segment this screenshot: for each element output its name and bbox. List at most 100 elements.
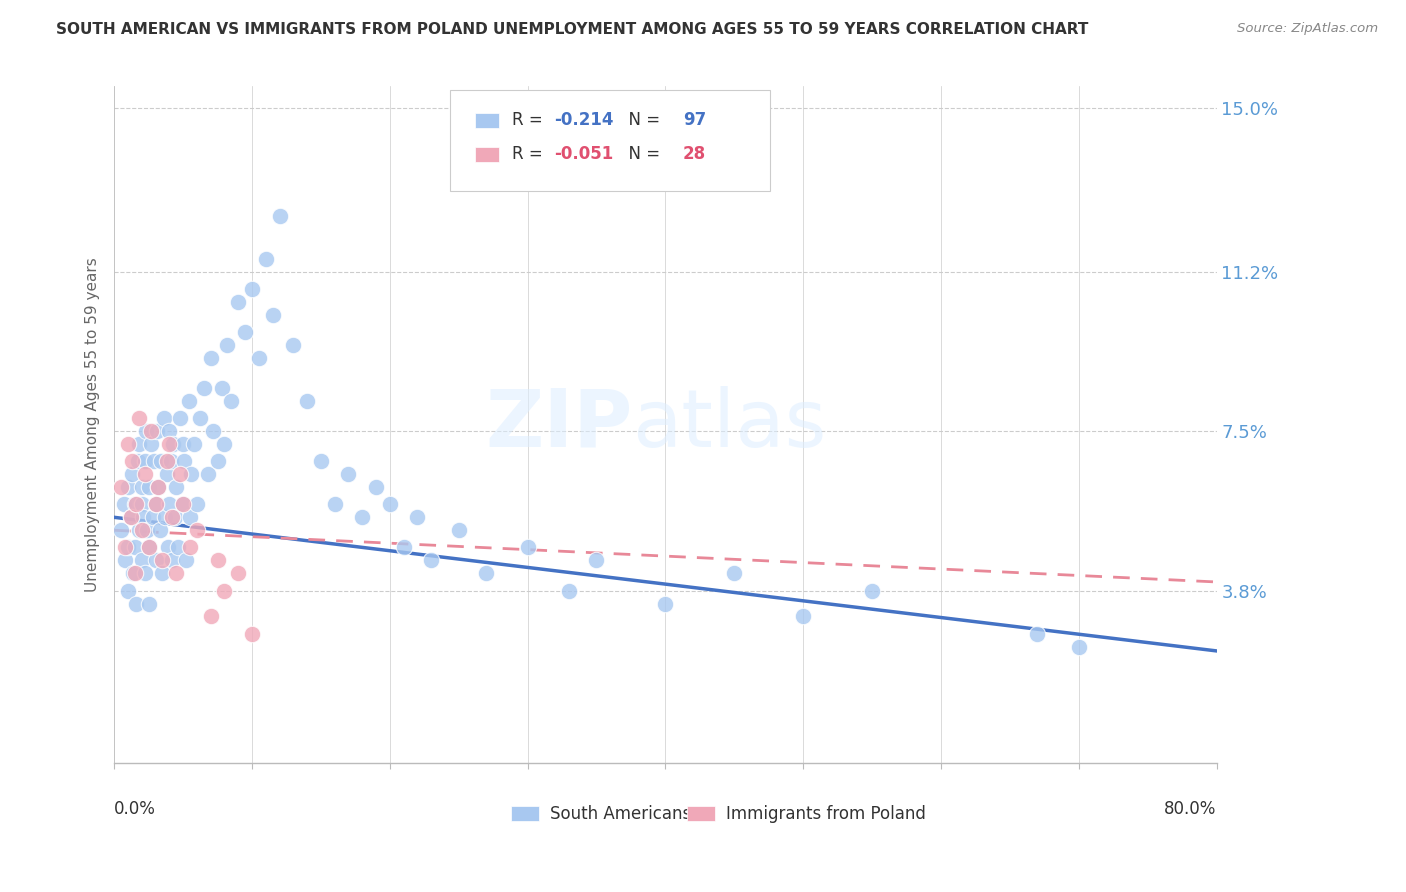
Point [337,467,360,482]
Point [202,424,225,438]
Point [134,454,156,468]
Point [172,497,194,511]
Text: R =: R = [512,112,548,129]
Point [117,437,139,451]
Point [120,510,142,524]
Text: SOUTH AMERICAN VS IMMIGRANTS FROM POLAND UNEMPLOYMENT AMONG AGES 55 TO 59 YEARS : SOUTH AMERICAN VS IMMIGRANTS FROM POLAND… [56,22,1088,37]
Point [221,394,243,409]
Point [146,424,169,438]
Point [188,411,211,425]
Point [177,394,200,409]
FancyBboxPatch shape [510,806,538,822]
Point [155,467,177,482]
Point [150,454,173,468]
Point [179,541,201,555]
Text: Immigrants from Poland: Immigrants from Poland [725,805,927,822]
Point [207,553,229,567]
Point [516,541,538,555]
Point [179,510,201,524]
Point [214,583,236,598]
Point [211,381,233,395]
Point [323,497,346,511]
Point [124,541,146,555]
Text: -0.214: -0.214 [554,112,613,129]
Text: N =: N = [619,145,665,163]
Text: 0.0%: 0.0% [114,800,156,818]
Point [152,566,174,581]
Point [138,541,160,555]
Point [392,541,415,555]
Point [128,437,150,451]
Point [124,566,146,581]
Point [156,541,179,555]
Point [157,497,180,511]
Text: ZIP: ZIP [485,385,633,464]
Point [654,597,676,611]
Point [124,497,146,511]
Point [162,437,184,451]
Point [169,467,191,482]
Point [173,454,195,468]
Point [240,626,263,640]
Point [155,454,177,468]
Point [145,497,167,511]
Point [136,523,159,537]
Text: 80.0%: 80.0% [1164,800,1216,818]
Point [121,467,143,482]
Text: -0.051: -0.051 [554,145,613,163]
Point [200,351,222,365]
Point [143,454,166,468]
Text: N =: N = [619,112,665,129]
Point [157,437,180,451]
Point [131,553,153,567]
Point [447,523,470,537]
Point [180,467,202,482]
Point [197,467,219,482]
Point [240,282,263,296]
Point [217,338,239,352]
Point [120,510,142,524]
Point [134,467,156,482]
Point [172,497,194,511]
Point [226,294,249,309]
Text: Source: ZipAtlas.com: Source: ZipAtlas.com [1237,22,1378,36]
Point [406,510,429,524]
Point [193,381,215,395]
Point [132,510,155,524]
Point [135,424,157,438]
Point [262,308,284,322]
Point [159,454,181,468]
Point [183,437,205,451]
Point [117,541,139,555]
Point [364,480,387,494]
Point [226,566,249,581]
Point [352,510,374,524]
FancyBboxPatch shape [688,806,716,822]
Point [131,523,153,537]
Point [475,566,498,581]
Point [128,523,150,537]
Point [163,510,186,524]
Point [200,609,222,624]
Point [153,510,176,524]
Point [145,553,167,567]
Point [141,437,163,451]
Point [723,566,745,581]
Point [186,523,208,537]
Point [295,394,318,409]
Point [157,424,180,438]
Point [122,566,145,581]
Point [160,510,183,524]
Point [138,597,160,611]
Text: South Americans: South Americans [550,805,690,822]
Point [233,325,256,339]
Point [131,480,153,494]
Point [125,497,148,511]
Point [269,209,291,223]
Y-axis label: Unemployment Among Ages 55 to 59 years: Unemployment Among Ages 55 to 59 years [86,257,100,592]
Point [152,553,174,567]
Point [283,338,305,352]
Point [145,497,167,511]
Point [207,454,229,468]
Text: R =: R = [512,145,548,163]
